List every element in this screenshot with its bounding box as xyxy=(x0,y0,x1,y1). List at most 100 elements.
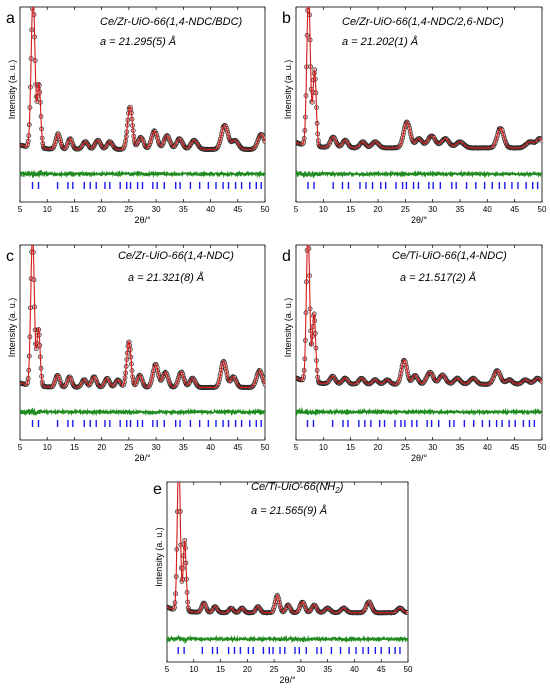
observed-point xyxy=(177,454,181,458)
x-tick-label: 35 xyxy=(456,205,465,214)
plot-area xyxy=(296,230,542,427)
observed-point xyxy=(306,233,310,237)
lattice-parameter: a = 21.565(9) Å xyxy=(251,504,327,517)
x-tick-label: 35 xyxy=(179,205,188,214)
x-tick-label: 10 xyxy=(43,443,52,452)
plot-area xyxy=(167,454,408,654)
x-tick-label: 5 xyxy=(18,443,23,452)
lattice-parameter: a = 21.202(1) Å xyxy=(342,35,418,48)
y-axis-label: Intensity (a. u.) xyxy=(154,527,164,587)
x-axis-label: 2θ/° xyxy=(134,215,151,225)
x-tick-label: 35 xyxy=(456,443,465,452)
x-tick-label: 30 xyxy=(428,205,437,214)
calculated-line xyxy=(296,7,542,149)
difference-line xyxy=(296,169,542,179)
lattice-parameter: a = 21.321(8) Å xyxy=(128,271,204,284)
observed-point xyxy=(306,230,310,234)
x-tick-label: 10 xyxy=(319,205,328,214)
panel-letter: c xyxy=(6,248,14,265)
x-axis-label: 2θ/° xyxy=(134,453,151,463)
panel-letter: b xyxy=(282,10,291,27)
x-tick-label: 10 xyxy=(189,665,198,674)
x-tick-label: 45 xyxy=(510,205,519,214)
lattice-parameter: a = 21.517(2) Å xyxy=(400,271,476,284)
x-tick-label: 10 xyxy=(319,443,328,452)
difference-line xyxy=(20,407,265,417)
x-tick-label: 45 xyxy=(510,443,519,452)
difference-line xyxy=(167,634,408,645)
x-tick-label: 35 xyxy=(323,665,332,674)
x-tick-label: 20 xyxy=(97,443,106,452)
x-tick-label: 15 xyxy=(346,443,355,452)
x-tick-label: 40 xyxy=(483,205,492,214)
plot-area xyxy=(296,7,542,189)
x-tick-label: 40 xyxy=(483,443,492,452)
x-tick-label: 25 xyxy=(401,205,410,214)
sample-name: Ce/Ti-UiO-66(1,4-NDC) xyxy=(392,250,507,262)
x-tick-label: 20 xyxy=(97,205,106,214)
observed-point xyxy=(176,476,180,480)
calculated-line xyxy=(167,482,408,614)
calculated-line xyxy=(20,7,265,150)
x-tick-label: 15 xyxy=(346,205,355,214)
plot-area xyxy=(20,233,265,427)
x-tick-label: 5 xyxy=(165,665,170,674)
x-tick-label: 45 xyxy=(233,205,242,214)
x-tick-label: 50 xyxy=(404,665,413,674)
plot-frame xyxy=(19,244,266,441)
panel-letter: d xyxy=(282,248,291,265)
sample-name: Ce/Zr-UiO-66(1,4-NDC/BDC) xyxy=(100,16,243,28)
plot-frame xyxy=(295,6,543,203)
y-axis-label: Intensity (a. u.) xyxy=(283,60,293,120)
x-tick-label: 45 xyxy=(233,443,242,452)
x-axis-label: 2θ/° xyxy=(411,215,428,225)
panel-a: a Ce/Zr-UiO-66(1,4-NDC/BDC) a = 21.295(5… xyxy=(6,0,270,225)
x-tick-label: 50 xyxy=(538,443,547,452)
x-tick-label: 50 xyxy=(261,443,270,452)
x-tick-label: 20 xyxy=(374,443,383,452)
panel-b: b Ce/Zr-UiO-66(1,4-NDC/2,6-NDC) a = 21.2… xyxy=(282,6,547,225)
x-tick-label: 40 xyxy=(206,205,215,214)
x-tick-label: 30 xyxy=(296,665,305,674)
x-tick-label: 35 xyxy=(179,443,188,452)
observed-point xyxy=(31,0,35,2)
calculated-line xyxy=(296,245,542,385)
x-tick-label: 30 xyxy=(152,205,161,214)
difference-line xyxy=(20,169,265,179)
calculated-line xyxy=(20,245,265,388)
x-tick-label: 30 xyxy=(152,443,161,452)
x-tick-label: 5 xyxy=(18,205,23,214)
lattice-parameter: a = 21.295(5) Å xyxy=(100,35,176,48)
x-tick-label: 15 xyxy=(70,443,79,452)
x-tick-label: 20 xyxy=(243,665,252,674)
x-tick-label: 15 xyxy=(70,205,79,214)
panel-letter: a xyxy=(6,10,15,27)
sample-name: Ce/Zr-UiO-66(1,4-NDC) xyxy=(118,250,234,262)
x-tick-label: 45 xyxy=(377,665,386,674)
observed-series xyxy=(167,454,408,616)
plot-frame xyxy=(19,6,266,203)
x-tick-label: 15 xyxy=(216,665,225,674)
x-tick-label: 5 xyxy=(294,205,299,214)
plot-area xyxy=(20,0,265,189)
x-tick-label: 20 xyxy=(374,205,383,214)
y-axis-label: Intensity (a. u.) xyxy=(7,60,17,120)
sample-name: Ce/Ti-UiO-66(NH2) xyxy=(251,481,344,495)
x-axis-label: 2θ/° xyxy=(411,453,428,463)
x-tick-label: 5 xyxy=(294,443,299,452)
y-axis-label: Intensity (a. u.) xyxy=(283,298,293,358)
difference-line xyxy=(296,406,542,417)
x-tick-label: 25 xyxy=(124,205,133,214)
observed-point xyxy=(30,235,34,239)
panel-c: c Ce/Zr-UiO-66(1,4-NDC) a = 21.321(8) Å … xyxy=(6,233,270,463)
x-tick-label: 50 xyxy=(261,205,270,214)
x-axis-label: 2θ/° xyxy=(279,675,296,685)
observed-point xyxy=(31,233,35,237)
x-tick-label: 40 xyxy=(206,443,215,452)
observed-point xyxy=(178,477,182,481)
x-tick-label: 10 xyxy=(43,205,52,214)
x-tick-label: 30 xyxy=(428,443,437,452)
sample-name-main: Ce/Ti-UiO-66(NH xyxy=(251,481,335,493)
x-tick-label: 25 xyxy=(124,443,133,452)
